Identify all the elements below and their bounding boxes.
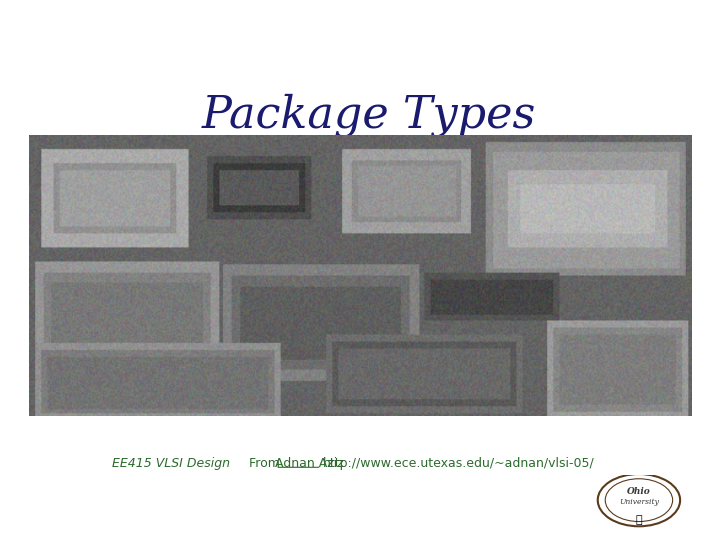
Text: Package Types: Package Types — [202, 93, 536, 137]
Text: Through-hole vs. surface mount: Through-hole vs. surface mount — [135, 167, 621, 195]
Text: Ohio: Ohio — [627, 487, 651, 496]
Text: University: University — [619, 498, 659, 506]
Text: 🌳: 🌳 — [636, 515, 642, 525]
Text: http://www.ece.utexas.edu/~adnan/vlsi-05/: http://www.ece.utexas.edu/~adnan/vlsi-05… — [323, 457, 595, 470]
Text: From: From — [249, 457, 284, 470]
Text: ●: ● — [103, 171, 122, 191]
Text: Adnan Aziz: Adnan Aziz — [275, 457, 344, 470]
Text: EE415 VLSI Design: EE415 VLSI Design — [112, 457, 230, 470]
